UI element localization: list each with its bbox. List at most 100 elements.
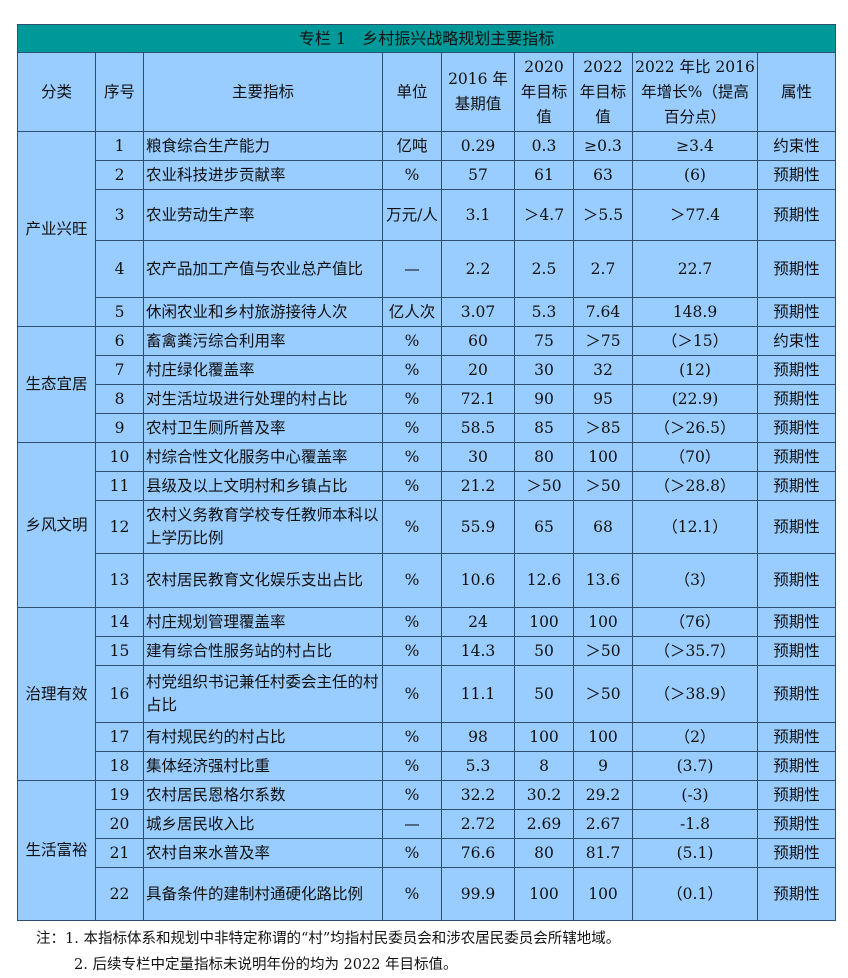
table-row: 治理有效 14 村庄规划管理覆盖率% 24 100 100 （76） 预期性 <box>17 607 837 781</box>
indicator-name: 休闲农业和乡村旅游接待人次 <box>143 297 383 327</box>
base-2016: 21.2 <box>441 471 515 501</box>
growth: （＞35.7） <box>632 636 758 666</box>
unit: % <box>382 384 442 414</box>
row-number: 14 <box>95 607 144 637</box>
header-cell: 序号 <box>95 52 144 132</box>
target-2022: 2.7 <box>573 240 633 298</box>
indicator-name: 农村自来水普及率 <box>143 838 383 868</box>
target-2022: 2.67 <box>573 809 633 839</box>
indicator-name: 有村规民约的村占比 <box>143 722 383 752</box>
target-2020: 80 <box>514 838 574 868</box>
indicator-name: 农业科技进步贡献率 <box>143 160 383 190</box>
indicator-name: 农村卫生厕所普及率 <box>143 413 383 443</box>
table-row: 13 农村居民教育文化娱乐支出占比% 10.6 12.6 13.6 （3） 预期性 <box>18 553 837 608</box>
growth: （12.1） <box>632 500 758 554</box>
indicator-name: 城乡居民收入比 <box>143 809 383 839</box>
base-2016: 10.6 <box>441 553 515 608</box>
row-number: 16 <box>95 665 144 723</box>
indicator-name: 农村居民恩格尔系数 <box>143 780 383 810</box>
row-number: 3 <box>95 189 144 241</box>
base-2016: 99.9 <box>441 867 515 921</box>
notes: 注：1. 本指标体系和规划中非特定称谓的“村”均指村民委员会和涉农居民委员会所辖… <box>36 926 620 978</box>
indicators-table: 专栏 1 乡村振兴战略规划主要指标 分类 序号 主要指标 单位 2016 年基期值 202… <box>16 24 837 921</box>
target-2020: 85 <box>514 413 574 443</box>
attribute: 约束性 <box>756 326 837 356</box>
unit: % <box>382 553 442 608</box>
note-1: 注：1. 本指标体系和规划中非特定称谓的“村”均指村民委员会和涉农居民委员会所辖… <box>36 931 621 947</box>
row-number: 17 <box>95 722 144 752</box>
unit: % <box>382 471 442 501</box>
row-number: 2 <box>95 160 144 190</box>
target-2020: 12.6 <box>514 553 574 608</box>
indicator-name: 建有综合性服务站的村占比 <box>143 636 383 666</box>
table-row: 20 城乡居民收入比 —2.72 2.69 2.67 -1.8 预期性 <box>18 809 837 839</box>
indicator-name: 村党组织书记兼任村委会主任的村占比 <box>143 665 383 723</box>
growth: (22.9) <box>632 384 758 414</box>
target-2020: 61 <box>514 160 574 190</box>
base-2016: 98 <box>441 722 515 752</box>
indicator-name: 具备条件的建制村通硬化路比例 <box>143 867 383 921</box>
header-cell: 单位 <box>382 52 442 132</box>
row-number: 20 <box>95 809 144 839</box>
table-row: 产业兴旺 1 粮食综合生产能力 亿吨 0.29 0.3 ≥0.3 ≥3.4 约束性 <box>17 131 837 327</box>
category-cell: 乡风文明 <box>17 442 96 608</box>
unit: 亿吨 <box>382 131 442 161</box>
target-2022: 100 <box>573 867 633 921</box>
table-row: 7 村庄绿化覆盖率% 20 30 32 (12) 预期性 <box>18 355 837 385</box>
base-2016: 30 <box>441 442 515 472</box>
target-2022: 100 <box>573 722 633 752</box>
attribute: 预期性 <box>756 607 837 637</box>
unit: % <box>382 500 442 554</box>
target-2022: ＞75 <box>573 326 633 356</box>
attribute: 预期性 <box>756 189 837 241</box>
table-row: 3 农业劳动生产率 万元/人 3.1 ＞4.7 ＞5.5 ＞77.4 预期性 <box>18 189 837 241</box>
category-cell: 产业兴旺 <box>17 131 96 327</box>
base-2016: 2.72 <box>441 809 515 839</box>
target-2022: 32 <box>573 355 633 385</box>
indicator-name: 集体经济强村比重 <box>143 751 383 781</box>
target-2022: ＞50 <box>573 665 633 723</box>
target-2022: 100 <box>573 607 633 637</box>
table-row: 生活富裕 19 农村居民恩格尔系数% 32.2 30.2 29.2 (-3) 预期性 <box>17 780 837 921</box>
indicator-name: 农产品加工产值与农业总产值比 <box>143 240 383 298</box>
table-row: 9 农村卫生厕所普及率% 58.5 85 ＞85 （＞26.5） 预期性 <box>18 413 837 443</box>
attribute: 预期性 <box>756 160 837 190</box>
unit: % <box>382 442 442 472</box>
row-number: 15 <box>95 636 144 666</box>
header-cell: 分类 <box>17 52 96 132</box>
unit: 亿人次 <box>382 297 442 327</box>
growth: （2） <box>632 722 758 752</box>
base-2016: 76.6 <box>441 838 515 868</box>
base-2016: 55.9 <box>441 500 515 554</box>
growth: （3） <box>632 553 758 608</box>
growth: -1.8 <box>632 809 758 839</box>
target-2020: 75 <box>514 326 574 356</box>
growth: （＞26.5） <box>632 413 758 443</box>
unit: 万元/人 <box>382 189 442 241</box>
attribute: 预期性 <box>756 867 837 921</box>
base-2016: 24 <box>441 607 515 637</box>
base-2016: 58.5 <box>441 413 515 443</box>
unit: % <box>382 838 442 868</box>
row-number: 19 <box>95 780 144 810</box>
attribute: 预期性 <box>756 665 837 723</box>
base-2016: 20 <box>441 355 515 385</box>
unit: — <box>382 240 442 298</box>
attribute: 预期性 <box>756 553 837 608</box>
row-number: 7 <box>95 355 144 385</box>
table-row: 22 具备条件的建制村通硬化路比例% 99.9 100 100 （0.1） 预期性 <box>18 867 837 921</box>
row-number: 13 <box>95 553 144 608</box>
unit: % <box>382 722 442 752</box>
target-2020: 30.2 <box>514 780 574 810</box>
growth: （＞38.9） <box>632 665 758 723</box>
row-number: 5 <box>95 297 144 327</box>
target-2022: 29.2 <box>573 780 633 810</box>
row-number: 21 <box>95 838 144 868</box>
unit: % <box>382 665 442 723</box>
row-number: 6 <box>95 326 144 356</box>
target-2020: 2.69 <box>514 809 574 839</box>
target-2020: 50 <box>514 665 574 723</box>
row-number: 10 <box>95 442 144 472</box>
target-2020: 50 <box>514 636 574 666</box>
indicator-name: 畜禽粪污综合利用率 <box>143 326 383 356</box>
